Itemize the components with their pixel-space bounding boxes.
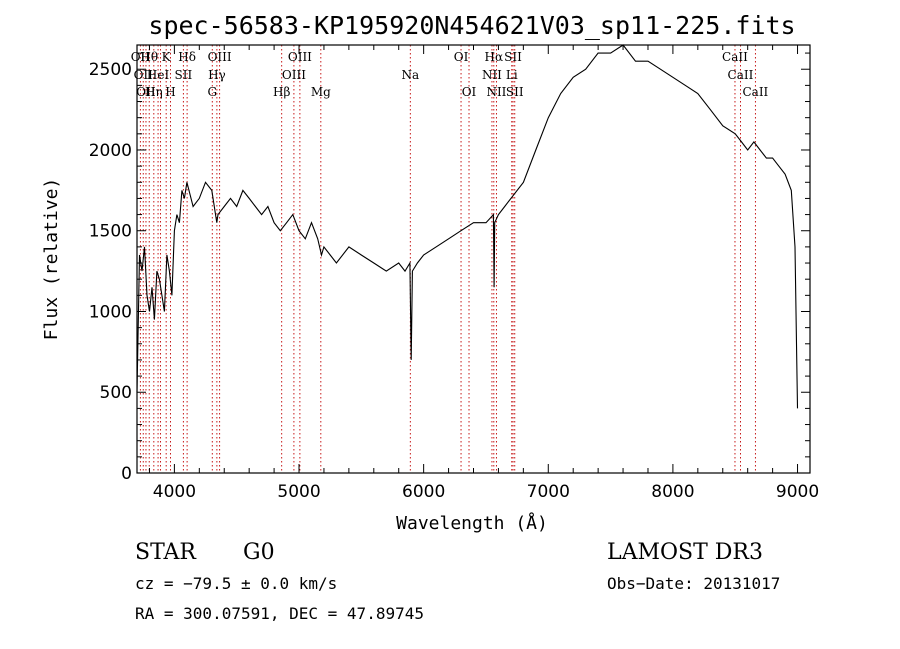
x-tick-label: 5000 (277, 482, 320, 502)
line-label: NII (486, 85, 506, 99)
line-label: Li (506, 68, 518, 82)
line-label: OI (454, 50, 469, 64)
x-tick-label: 8000 (651, 482, 694, 502)
line-label: SII (506, 85, 524, 99)
line-label: SII (504, 50, 522, 64)
y-axis-ticks: 0 500 1000 1500 2000 2500 (89, 52, 810, 484)
x-tick-label: 4000 (153, 482, 196, 502)
spectral-line-markers (139, 45, 756, 473)
line-label: NII (482, 68, 502, 82)
line-label: CaII (728, 68, 754, 82)
x-axis-ticks: 4000 5000 6000 7000 8000 9000 (148, 45, 819, 502)
line-label: Na (401, 68, 419, 82)
line-label: OI (462, 85, 477, 99)
spectrum-series-line (136, 44, 799, 409)
line-label: Hβ (273, 85, 290, 99)
redshift-readout: cz = −79.5 ± 0.0 km/s (135, 574, 337, 593)
line-label: K (162, 50, 172, 64)
survey-name: LAMOST DR3 (607, 540, 763, 565)
object-class: STAR (135, 540, 197, 565)
line-label: OIII (288, 50, 312, 64)
coordinates-readout: RA = 300.07591, DEC = 47.89745 (135, 604, 424, 623)
y-tick-label: 2500 (89, 60, 132, 80)
y-tick-label: 2000 (89, 141, 132, 161)
x-tick-label: 7000 (527, 482, 570, 502)
observation-date: Obs−Date: 20131017 (607, 574, 780, 593)
chart-title: spec-56583-KP195920N454621V03_sp11-225.f… (148, 11, 795, 40)
line-label: Mg (311, 85, 331, 99)
line-label: OIII (208, 50, 232, 64)
line-label: Hη (145, 85, 163, 99)
line-label: OII (134, 68, 154, 82)
spectral-line-labels: OIIOIIOIIHθHηHeIKHSIIHδGHγOIIIHβOIIIOIII… (131, 50, 769, 99)
y-tick-label: 500 (100, 383, 132, 403)
line-label: Hδ (178, 50, 196, 64)
plot-frame (136, 44, 811, 474)
y-tick-label: 1500 (89, 222, 132, 242)
line-label: G (207, 85, 217, 99)
line-label: H (165, 85, 175, 99)
line-label: HeI (147, 68, 170, 82)
line-label: CaII (722, 50, 748, 64)
y-tick-label: 0 (121, 464, 132, 484)
line-label: OII (136, 85, 156, 99)
x-tick-label: 9000 (776, 482, 819, 502)
line-label: CaII (742, 85, 768, 99)
line-label: Hθ (140, 50, 158, 64)
y-axis-label: Flux (relative) (41, 178, 62, 341)
x-tick-label: 6000 (402, 482, 445, 502)
line-label: Hγ (208, 68, 226, 82)
object-subclass: G0 (243, 540, 275, 565)
y-tick-label: 1000 (89, 302, 132, 322)
line-label: Hα (485, 50, 504, 64)
line-label: SII (175, 68, 193, 82)
line-label: OIII (282, 68, 306, 82)
line-label: OII (131, 50, 151, 64)
x-axis-label: Wavelength (Å) (396, 512, 548, 534)
